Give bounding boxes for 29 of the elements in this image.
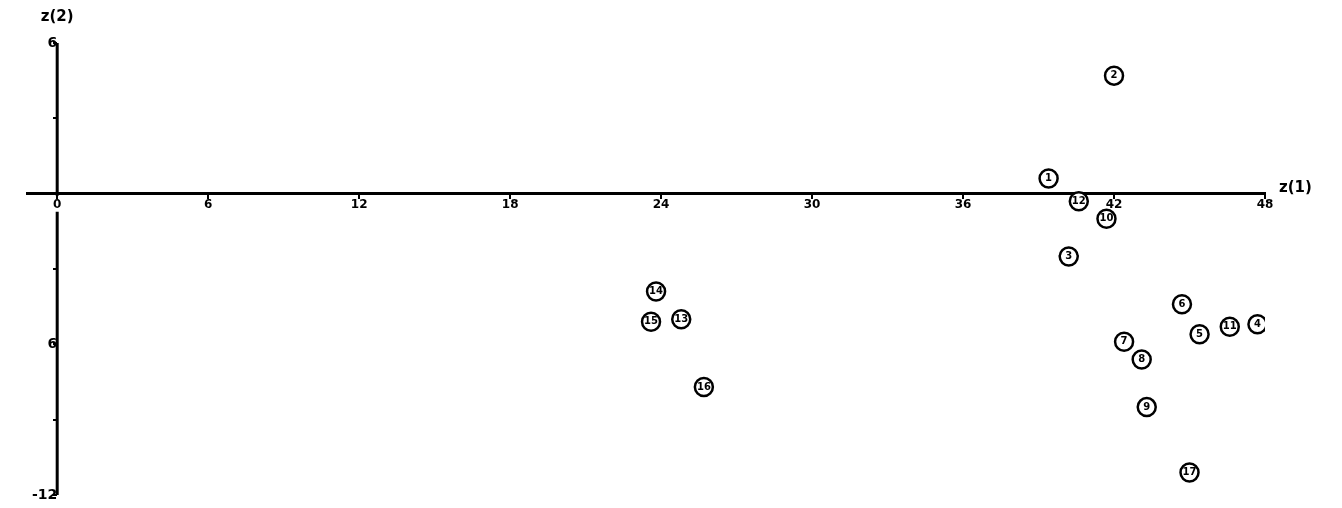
point [1113, 331, 1135, 353]
y-tick-label: -12 [31, 485, 58, 502]
annotation: 17 [1182, 465, 1197, 477]
annotation: 14 [649, 285, 664, 297]
x-tick-label: 12 [350, 196, 368, 211]
x-tick-label: 0 [53, 196, 62, 211]
x-tick-label: 24 [652, 196, 670, 211]
x-tick-label: 42 [1105, 196, 1123, 211]
annotation: 3 [1065, 250, 1073, 262]
annotation: 15 [644, 315, 659, 327]
x-axis-title: z(1) [1279, 177, 1312, 196]
y-axis-title: z(2) [40, 6, 74, 25]
x-tick-label: 6 [203, 196, 213, 211]
annotation: 1 [1045, 172, 1053, 184]
annotation: 10 [1099, 212, 1114, 224]
x-tick-label: 18 [501, 196, 519, 211]
annotation: 9 [1143, 400, 1151, 412]
annotation: 16 [696, 380, 711, 392]
x-tick-label: 36 [954, 196, 972, 211]
annotation: 13 [674, 312, 689, 324]
annotation: 5 [1196, 327, 1204, 339]
annotation: 4 [1253, 317, 1261, 329]
annotation: 2 [1110, 69, 1118, 81]
annotation: 11 [1222, 320, 1237, 332]
x-tick-label: 48 [1256, 196, 1274, 211]
annotation: 6 [1178, 297, 1186, 309]
annotation: 7 [1120, 335, 1128, 347]
annotation: 8 [1138, 352, 1146, 364]
x-tick-label: 30 [803, 196, 821, 211]
